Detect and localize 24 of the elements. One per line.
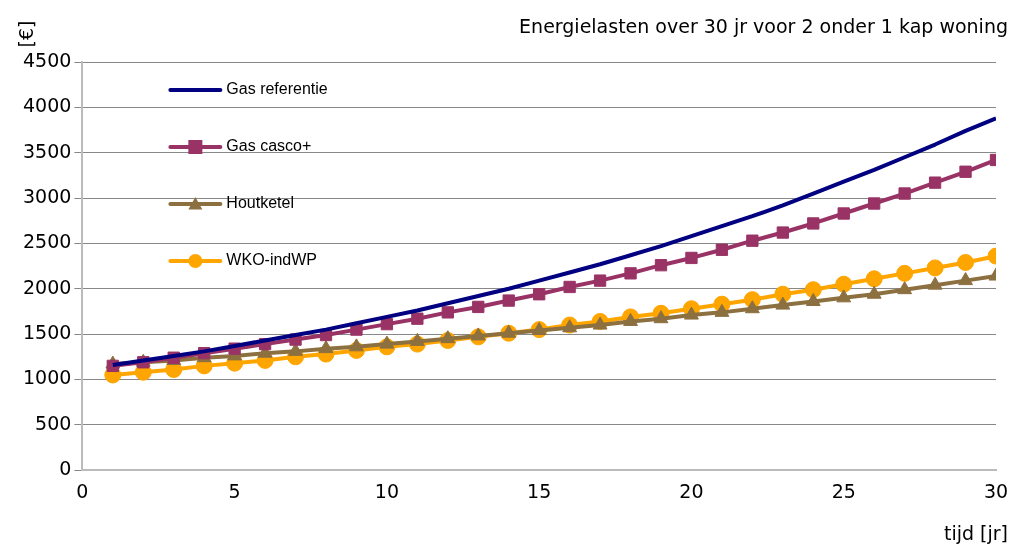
- y-tick-label: 3000: [22, 185, 72, 207]
- x-tick-label: 20: [679, 479, 704, 502]
- y-tick-label: 3500: [22, 139, 72, 162]
- y-tick-label: 1500: [22, 321, 72, 344]
- y-axis-title: [€]: [14, 20, 37, 48]
- legend-label: WKO-indWP: [226, 251, 318, 269]
- x-tick-label: 15: [527, 479, 552, 502]
- y-tick-label: 0: [59, 457, 72, 480]
- legend-label: Houtketel: [226, 194, 294, 212]
- y-tick-label: 4000: [22, 94, 72, 117]
- legend-label: Gas referentie: [226, 80, 328, 98]
- x-tick-label: 10: [374, 479, 399, 502]
- y-tick-label: 4500: [22, 48, 72, 71]
- y-tick-label: 1000: [22, 366, 72, 389]
- x-axis-title: tijd [jr]: [943, 521, 1008, 544]
- y-tick-label: 2000: [22, 275, 72, 298]
- x-tick-label: 25: [831, 479, 856, 502]
- y-tick-label: 2500: [22, 230, 72, 253]
- x-tick-label: 30: [983, 479, 1009, 502]
- x-tick-label: 5: [228, 479, 241, 502]
- chart-title: Energielasten over 30 jr voor 2 onder 1 kap woning: [519, 14, 1008, 37]
- y-tick-label: 500: [35, 411, 72, 434]
- x-tick-label: 0: [76, 479, 89, 502]
- legend-label: Gas casco+: [226, 137, 312, 155]
